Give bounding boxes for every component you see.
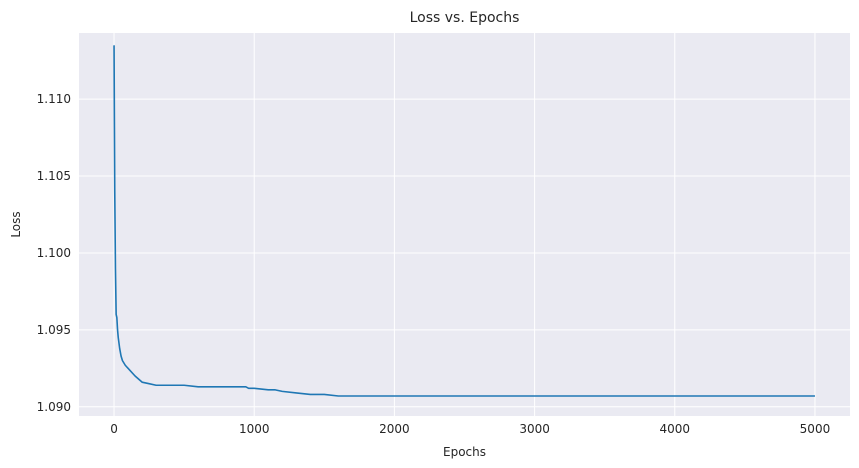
y-tick-label: 1.110 (37, 92, 71, 106)
plot-background (79, 33, 850, 416)
y-tick-label: 1.090 (37, 400, 71, 414)
x-tick-label: 3000 (519, 422, 550, 436)
y-tick-label: 1.095 (37, 323, 71, 337)
x-tick-label: 5000 (800, 422, 831, 436)
chart-title: Loss vs. Epochs (410, 10, 520, 26)
grid-lines (79, 33, 850, 416)
y-axis-label: Loss (9, 211, 23, 237)
x-tick-label: 0 (110, 422, 118, 436)
series-group (113, 45, 815, 397)
loss-series-line (113, 45, 815, 397)
x-tick-label: 4000 (659, 422, 690, 436)
y-tick-label: 1.100 (37, 246, 71, 260)
tick-labels: 0 1000 2000 3000 4000 5000 1.090 1.095 1.100 1.10… (37, 92, 831, 436)
x-axis-label: Epochs (443, 445, 486, 459)
x-tick-label: 1000 (239, 422, 270, 436)
y-tick-label: 1.105 (37, 169, 71, 183)
x-tick-label: 2000 (379, 422, 410, 436)
